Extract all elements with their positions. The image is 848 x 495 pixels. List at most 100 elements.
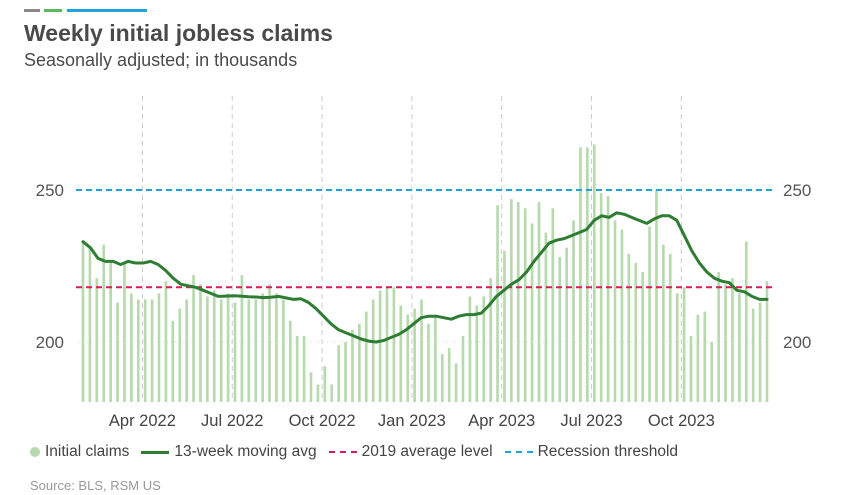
claims-bar-70 [565,247,568,402]
claims-bar-20 [219,299,223,402]
claims-bar-2 [95,278,99,402]
claims-bar-66 [537,202,541,402]
claims-bar-32 [302,335,306,402]
moving-avg-series [81,211,769,344]
claims-bar-55 [461,335,465,402]
legend-item-2019-average: 2019 average level [328,443,493,461]
claims-bar-77 [613,220,617,402]
claims-bar-28 [275,293,278,402]
claims-bar-57 [475,305,479,402]
claims-bar-75 [599,193,603,402]
claims-bar-98 [758,302,762,402]
claims-bar-78 [620,229,624,402]
claims-bar-97 [751,308,755,402]
chart-title: Weekly initial jobless claims [24,20,333,46]
claims-bar-52 [440,354,444,402]
claims-bar-86 [675,293,679,402]
claims-bar-19 [212,290,216,402]
legend-label-recession-threshold: Recession threshold [537,443,679,460]
claims-bar-3 [102,244,106,402]
claims-bar-56 [468,296,472,402]
x-tick-2: Oct 2022 [289,412,356,430]
x-tick-5: Jul 2023 [560,412,622,430]
claims-bar-79 [627,253,631,402]
claims-bar-33 [309,372,313,402]
claims-bar-59 [489,278,492,402]
claims-bar-15 [185,299,188,402]
claims-bar-8 [136,299,140,402]
claims-bar-21 [226,293,230,402]
claims-bar-1 [88,247,92,402]
claims-bar-30 [288,320,292,402]
claims-bar-50 [427,323,430,402]
claims-bar-58 [482,296,486,402]
legend-dashed-red-icon [328,451,357,453]
claims-bar-16 [192,275,195,402]
claims-bar-25 [254,299,258,402]
claims-bar-99 [765,281,769,402]
y-axis-right: 200 250 [783,181,811,352]
claims-bar-5 [116,302,119,402]
claims-bar-88 [689,335,693,402]
claims-bar-24 [247,299,251,402]
claims-bar-61 [503,250,506,402]
claims-bar-35 [323,366,327,402]
claims-bar-38 [344,342,347,402]
y-tick-left-200: 200 [36,333,64,352]
legend-item-recession-threshold: Recession threshold [504,443,679,461]
claims-bar-26 [261,293,264,402]
claims-bar-43 [378,290,382,402]
claims-bar-47 [406,314,410,402]
moving-avg-line [81,211,769,344]
y-tick-right-250: 250 [783,181,811,200]
legend-item-initial-claims: Initial claims [30,443,129,461]
legend: Initial claims 13-week moving avg 2019 a… [30,442,690,462]
x-tick-4: Apr 2023 [468,412,535,430]
claims-bar-64 [523,208,527,402]
claims-bar-68 [551,208,555,402]
claims-bar-85 [668,253,672,402]
claims-bar-49 [420,299,423,402]
x-axis: Apr 2022 Jul 2022 Oct 2022 Jan 2023 Apr 2023… [109,412,715,430]
legend-item-moving-avg: 13-week moving avg [141,443,317,461]
claims-bar-11 [157,293,161,402]
claims-bar-91 [710,342,714,402]
initial-claims-bars [81,144,769,402]
claims-bar-95 [738,293,741,402]
claims-bar-44 [385,287,389,402]
claims-bar-14 [178,308,182,402]
claims-bar-42 [371,299,375,402]
legend-label-2019-average: 2019 average level [361,443,493,460]
legend-dashed-blue-icon [504,451,533,453]
decor-line-green [44,9,62,12]
claims-bar-90 [703,311,707,402]
claims-bar-65 [530,223,534,402]
claims-bar-37 [337,345,340,402]
y-tick-left-250: 250 [36,181,64,200]
claims-bar-27 [268,284,271,402]
claims-bar-17 [199,284,202,402]
decor-line-blue [67,9,147,12]
claims-bar-29 [282,299,285,402]
claims-bar-71 [572,220,575,402]
claims-bar-81 [641,272,644,402]
claims-bar-76 [606,196,610,402]
claims-bar-18 [206,296,209,402]
claims-bar-94 [731,278,734,402]
decor-line-gray [24,9,40,12]
claims-bar-82 [648,226,651,402]
claims-bar-73 [586,147,589,402]
claims-bar-41 [364,311,368,402]
claims-bar-62 [510,199,513,402]
y-axis-left: 200 250 [36,181,64,352]
claims-bar-34 [316,384,320,402]
claims-bar-40 [358,323,361,402]
claims-bar-31 [295,335,299,402]
claims-bar-12 [164,281,168,402]
legend-label-moving-avg: 13-week moving avg [174,443,317,460]
x-tick-3: Jan 2023 [378,412,446,430]
x-tick-6: Oct 2023 [648,412,715,430]
claims-bar-84 [662,244,665,402]
claims-bar-4 [109,262,112,402]
claims-bar-46 [399,305,403,402]
